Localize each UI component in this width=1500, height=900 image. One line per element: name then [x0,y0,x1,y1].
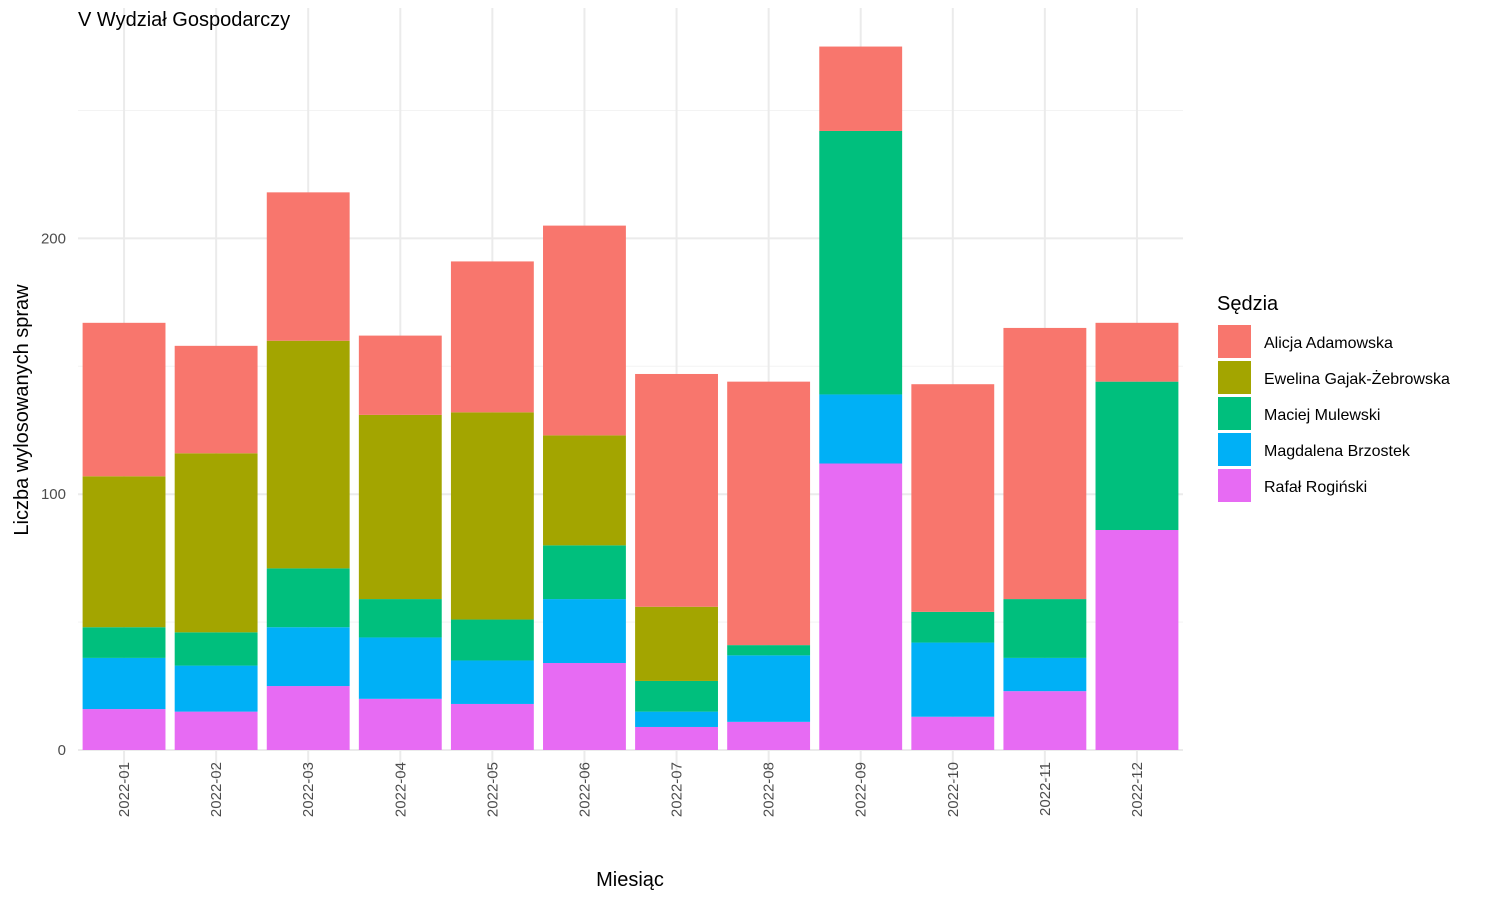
legend-label: Rafał Rogiński [1264,479,1367,496]
bar-segment [727,721,811,750]
legend-swatch [1218,397,1251,430]
bar-segment [819,394,903,464]
legend-label: Maciej Mulewski [1264,407,1380,424]
x-tick-label: 2022-07 [669,762,686,817]
bar-segment [450,261,534,413]
x-tick-label: 2022-05 [484,762,501,817]
bar-segment [450,412,534,620]
bar-segment [911,716,995,750]
bar-segment [450,660,534,704]
bar-segment [727,381,811,646]
bar-segment [266,192,350,341]
bar-segment [543,663,626,750]
bar-segment [174,711,258,750]
bar-segment [911,611,995,643]
bar-segment [635,606,718,681]
x-axis-ticks: 2022-01 2022-02 2022-03 2022-04 2022-05 2022-… [116,762,1146,817]
bar-segment [174,632,258,666]
y-axis-title: Liczba wylosowanych spraw [11,284,33,536]
bar-segment [819,46,903,131]
bar-segment [543,599,626,664]
bar-segment [543,435,626,546]
y-tick-label: 200 [41,230,66,247]
bar-segment [1003,327,1087,600]
x-tick-label: 2022-04 [392,762,409,817]
bar-segment [543,225,626,436]
x-tick-label: 2022-06 [576,762,593,817]
bar-segment [358,335,442,415]
bar-segment [1095,381,1179,531]
x-tick-label: 2022-08 [761,762,778,817]
legend-label: Magdalena Brzostek [1264,443,1411,460]
x-tick-label: 2022-10 [945,762,962,817]
chart-title: V Wydział Gospodarczy [78,9,290,31]
legend: Sędzia Alicja Adamowska Ewelina Gajak-Żeb… [1217,293,1450,502]
bar-segment [635,726,718,750]
y-tick-label: 100 [41,486,66,503]
legend-swatch [1218,433,1251,466]
bar-segment [727,655,811,722]
legend-swatch [1218,325,1251,358]
bar-segment [266,686,350,750]
x-axis-title: Miesiąc [596,869,664,891]
bar-segment [635,373,718,607]
y-tick-label: 0 [58,742,66,759]
bar-segment [543,545,626,600]
bar-segment [911,384,995,612]
bar-segment [266,340,350,569]
bar-segment [1095,322,1179,382]
legend-title: Sędzia [1217,293,1279,315]
bar-segment [1003,691,1087,750]
bar-segment [266,568,350,628]
bar-segment [1003,657,1087,692]
bar-segment [450,619,534,661]
bar-segment [819,463,903,750]
x-tick-label: 2022-01 [116,762,133,817]
legend-swatch [1218,361,1251,394]
bar-segment [358,599,442,638]
bar-segment [174,665,258,712]
bar-segment [174,453,258,633]
bar-segment [82,709,166,750]
bar-segment [174,345,258,454]
x-tick-label: 2022-03 [300,762,317,817]
bar-segment [82,627,166,658]
bar-segment [358,414,442,600]
x-tick-label: 2022-09 [853,762,870,817]
legend-label: Ewelina Gajak-Żebrowska [1264,369,1450,388]
bar-segment [1003,599,1087,658]
x-tick-label: 2022-11 [1037,762,1054,816]
bar-segment [82,322,166,477]
y-axis-ticks: 0 100 200 [41,230,66,759]
bar-segment [358,637,442,699]
bar-segment [82,657,166,710]
bar-segment [358,698,442,750]
legend-label: Alicja Adamowska [1264,335,1393,352]
bar-segment [266,627,350,687]
bar-segment [635,711,718,727]
bars [82,46,1179,750]
bar-segment [635,680,718,712]
bar-segment [1095,530,1179,750]
bar-segment [911,642,995,717]
bar-segment [82,476,166,628]
bar-segment [450,703,534,750]
bar-segment [727,645,811,656]
x-tick-label: 2022-12 [1129,762,1146,817]
legend-swatch [1218,469,1251,502]
bar-segment [819,130,903,395]
x-tick-label: 2022-02 [208,762,225,817]
